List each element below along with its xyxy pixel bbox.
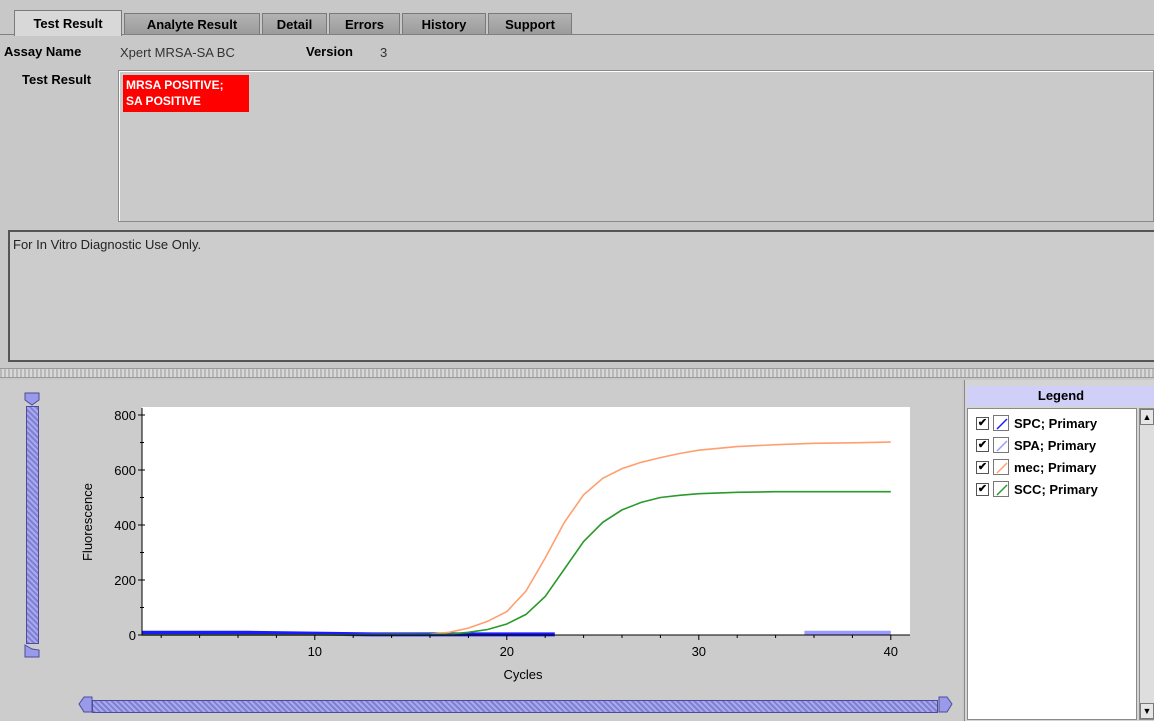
series-line-scc <box>142 490 891 636</box>
legend-swatch-mec <box>993 459 1009 475</box>
version-value: 3 <box>380 45 388 60</box>
legend-checkbox-scc[interactable]: ✔ <box>976 482 989 496</box>
legend-label: SCC; Primary <box>1014 481 1098 497</box>
slider-right-handle[interactable] <box>938 695 954 717</box>
tab-bar: Test Result Analyte Result Detail Errors… <box>0 0 1154 36</box>
legend-checkbox-mec[interactable]: ✔ <box>976 460 989 474</box>
y-tick-label: 400 <box>114 518 136 533</box>
y-tick-label: 800 <box>114 408 136 423</box>
scroll-up-icon[interactable]: ▲ <box>1140 409 1154 425</box>
tab-history[interactable]: History <box>402 13 486 35</box>
legend-panel: Legend ✔ SPC; Primary ✔ SPA; Primary ✔ m… <box>964 380 1154 721</box>
diagnostic-note: For In Vitro Diagnostic Use Only. <box>13 237 202 252</box>
amplification-chart: 0 200 400 600 800 10 20 30 40 Cycles Fluorescenc… <box>80 407 910 682</box>
tab-support[interactable]: Support <box>488 13 572 35</box>
x-axis-label: Cycles <box>503 667 543 682</box>
x-tick-label: 30 <box>692 644 706 659</box>
y-tick-label: 600 <box>114 463 136 478</box>
scroll-down-icon[interactable]: ▼ <box>1140 703 1154 719</box>
test-result-box: MRSA POSITIVE; SA POSITIVE <box>118 70 1154 222</box>
y-tick-label: 200 <box>114 573 136 588</box>
legend-label: mec; Primary <box>1014 459 1097 475</box>
tab-baseline <box>0 34 1154 35</box>
plot-area <box>142 407 910 635</box>
test-result-line-1: MRSA POSITIVE; <box>126 78 224 92</box>
legend-item-scc[interactable]: ✔ SCC; Primary <box>976 479 1098 499</box>
x-tick-label: 10 <box>308 644 322 659</box>
diagnostic-note-box: For In Vitro Diagnostic Use Only. <box>8 230 1154 362</box>
x-range-slider[interactable] <box>78 695 953 717</box>
slider-top-handle[interactable] <box>22 392 42 406</box>
pane-splitter[interactable] <box>0 368 1154 378</box>
legend-checkbox-spc[interactable]: ✔ <box>976 416 989 430</box>
y-range-track[interactable] <box>26 406 39 644</box>
version-label: Version <box>306 44 353 59</box>
x-tick-label: 20 <box>500 644 514 659</box>
legend-list: ✔ SPC; Primary ✔ SPA; Primary ✔ mec; Pri… <box>967 408 1137 720</box>
legend-item-spa[interactable]: ✔ SPA; Primary <box>976 435 1096 455</box>
legend-label: SPC; Primary <box>1014 415 1098 431</box>
legend-swatch-spc <box>993 415 1009 431</box>
y-range-slider[interactable] <box>22 392 42 662</box>
legend-label: SPA; Primary <box>1014 437 1097 453</box>
assay-name-label: Assay Name <box>4 44 82 59</box>
test-result-badge: MRSA POSITIVE; SA POSITIVE <box>123 75 249 112</box>
legend-checkbox-spa[interactable]: ✔ <box>976 438 989 452</box>
tab-errors[interactable]: Errors <box>329 13 400 35</box>
legend-item-mec[interactable]: ✔ mec; Primary <box>976 457 1096 477</box>
legend-title: Legend <box>967 386 1154 406</box>
series-line-spc <box>142 630 555 637</box>
x-tick-label: 40 <box>884 644 898 659</box>
slider-bottom-handle[interactable] <box>22 644 42 658</box>
legend-swatch-spa <box>993 437 1009 453</box>
legend-item-spc[interactable]: ✔ SPC; Primary <box>976 413 1097 433</box>
series-line-mec <box>142 441 891 636</box>
x-range-track[interactable] <box>92 700 938 713</box>
test-result-line-2: SA POSITIVE <box>126 94 201 108</box>
assay-name-value: Xpert MRSA-SA BC <box>120 45 235 60</box>
legend-swatch-scc <box>993 481 1009 497</box>
y-tick-label: 0 <box>129 628 136 643</box>
y-axis-label: Fluorescence <box>80 483 95 561</box>
tab-test-result[interactable]: Test Result <box>14 10 122 36</box>
tab-analyte-result[interactable]: Analyte Result <box>124 13 260 35</box>
legend-scrollbar[interactable]: ▲ ▼ <box>1139 408 1154 720</box>
tab-detail[interactable]: Detail <box>262 13 327 35</box>
test-result-label: Test Result <box>22 72 92 87</box>
